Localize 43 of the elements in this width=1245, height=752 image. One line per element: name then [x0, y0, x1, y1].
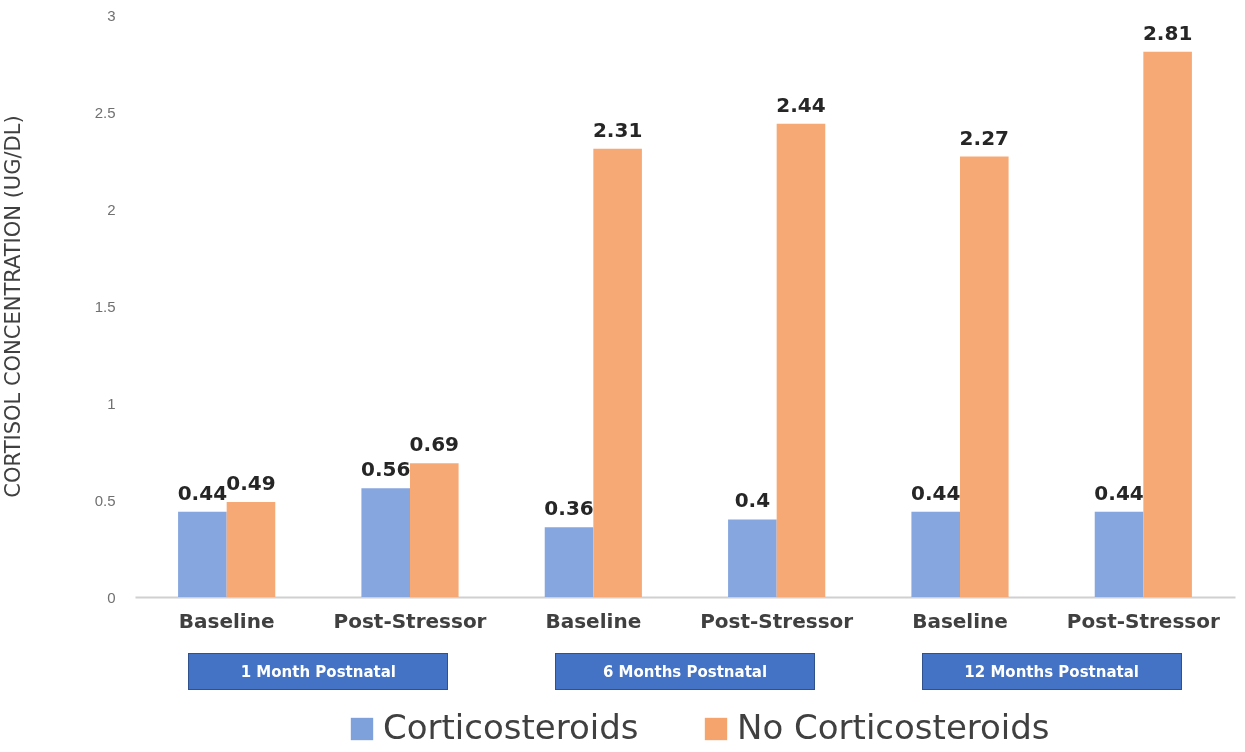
y-tick-label: 1 — [107, 394, 116, 412]
data-label: 0.44 — [911, 480, 961, 505]
x-tick-label: Baseline — [178, 608, 275, 633]
x-tick-label: Post-Stressor — [700, 608, 854, 633]
text: 12 Months Postnatal — [921, 653, 1182, 690]
y-tick-label: 2 — [107, 200, 116, 218]
y-tick-label: 2.5 — [94, 103, 116, 121]
bar — [544, 527, 594, 597]
bar — [728, 519, 777, 597]
x-tick-label: Baseline — [912, 608, 1008, 633]
x-tick-label: Post-Stressor — [1066, 608, 1220, 633]
x-tick-label: Post-Stressor — [333, 608, 487, 633]
bar — [178, 511, 227, 597]
y-tick-label: 1.5 — [94, 297, 116, 315]
bar — [361, 488, 410, 597]
data-label: 0.69 — [409, 432, 459, 457]
bar — [911, 511, 960, 597]
data-label: 0.36 — [544, 496, 594, 521]
bar — [410, 463, 459, 597]
text: 1 Month Postnatal — [188, 653, 449, 690]
data-label: 2.27 — [959, 125, 1009, 150]
data-label: 0.56 — [361, 457, 411, 482]
y-tick-label: 0 — [107, 588, 116, 606]
bar — [776, 123, 826, 597]
bar — [1143, 51, 1192, 597]
legend-label: Corticosteroids — [383, 707, 639, 747]
data-label: 2.44 — [776, 92, 826, 117]
bar — [1094, 511, 1144, 597]
data-label: 2.81 — [1142, 20, 1193, 45]
y-axis-title: CORTISOL CONCENTRATION (UG/DL) — [0, 115, 25, 498]
bar — [960, 156, 1009, 597]
data-label: 0.44 — [1094, 480, 1144, 505]
y-tick-label: 0.5 — [94, 491, 116, 509]
data-label: 2.31 — [592, 117, 643, 142]
bar — [593, 148, 642, 597]
data-label: 0.4 — [734, 488, 771, 513]
y-tick-label: 3 — [107, 6, 116, 24]
text: 6 Months Postnatal — [555, 653, 815, 690]
x-tick-label: Baseline — [545, 608, 642, 633]
data-label: 0.44 — [177, 480, 228, 505]
bar — [226, 501, 276, 597]
data-label: 0.49 — [226, 470, 276, 495]
legend-label: No Corticosteroids — [737, 707, 1050, 747]
